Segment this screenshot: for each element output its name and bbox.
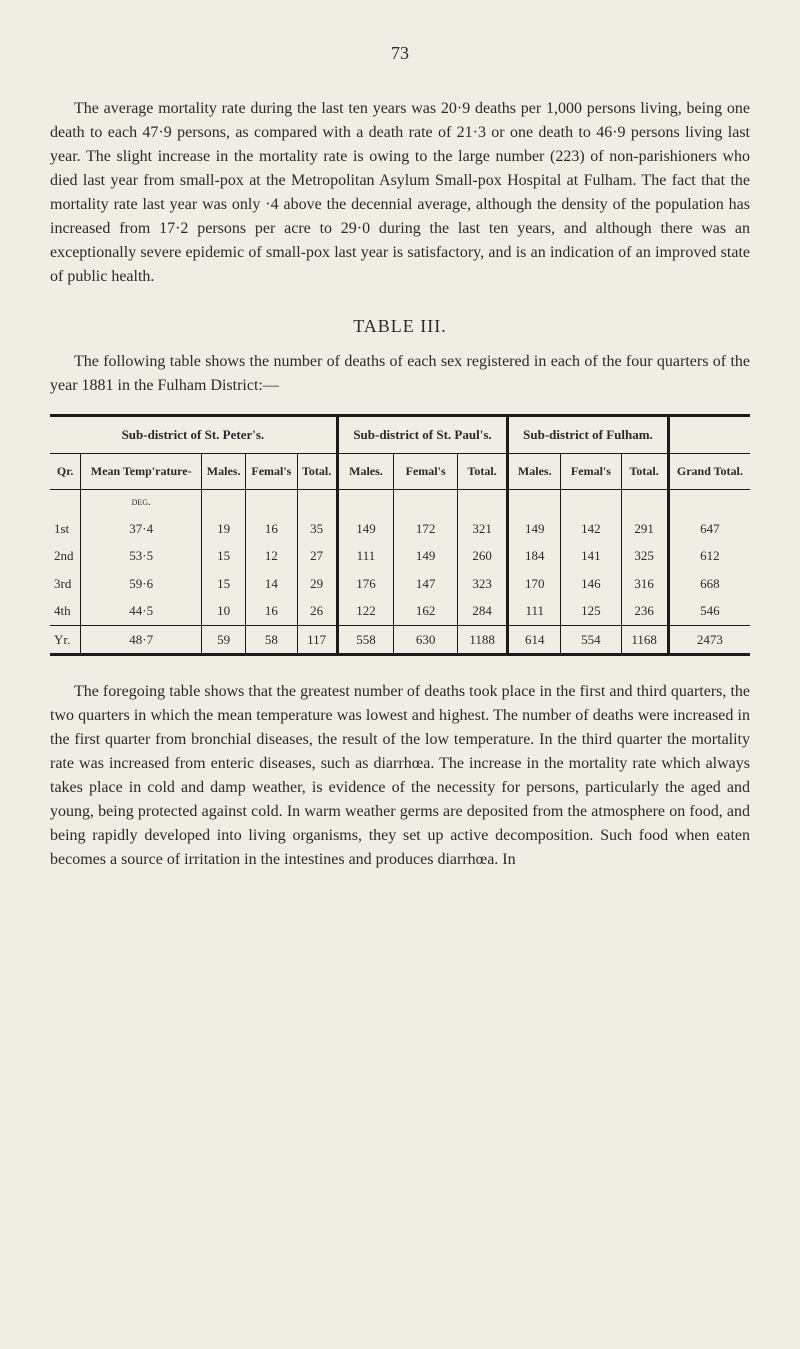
cell-value: 111 xyxy=(508,597,561,625)
cell-value: 12 xyxy=(246,542,297,570)
page-number: 73 xyxy=(50,40,750,67)
cell-value: 16 xyxy=(246,515,297,543)
cell-value: 149 xyxy=(337,515,393,543)
cell-qr: 3rd xyxy=(50,570,81,598)
mortality-table: Sub-district of St. Peter's. Sub-distric… xyxy=(50,414,750,656)
col-pauls-males: Males. xyxy=(337,453,393,490)
cell-value: 162 xyxy=(394,597,458,625)
table-row: 3rd 59·6 15 14 29 176 147 323 170 146 31… xyxy=(50,570,750,598)
col-pauls-females: Femal's xyxy=(394,453,458,490)
cell-temp: 37·4 xyxy=(81,515,202,543)
cell-grand: 612 xyxy=(668,542,750,570)
cell-value: 111 xyxy=(337,542,393,570)
col-temp: Mean Temp'r­ature- xyxy=(81,453,202,490)
cell-value: 147 xyxy=(394,570,458,598)
col-pauls-total: Total. xyxy=(458,453,508,490)
cell-value: 176 xyxy=(337,570,393,598)
cell-value: 325 xyxy=(621,542,668,570)
group-header-peters: Sub-district of St. Peter's. xyxy=(50,416,337,454)
cell-value: 27 xyxy=(297,542,337,570)
cell-value: 558 xyxy=(337,625,393,655)
col-fulham-total: Total. xyxy=(621,453,668,490)
cell-qr: 1st xyxy=(50,515,81,543)
cell-value: 15 xyxy=(202,570,246,598)
cell-value: 149 xyxy=(508,515,561,543)
cell-temp: 44·5 xyxy=(81,597,202,625)
cell-value: 614 xyxy=(508,625,561,655)
col-grand-total: Grand Total. xyxy=(668,453,750,490)
cell-value: 10 xyxy=(202,597,246,625)
cell-grand: 2473 xyxy=(668,625,750,655)
cell-value: 142 xyxy=(561,515,621,543)
col-peters-total: Total. xyxy=(297,453,337,490)
table-row: 2nd 53·5 15 12 27 111 149 260 184 141 32… xyxy=(50,542,750,570)
cell-grand: 546 xyxy=(668,597,750,625)
col-fulham-females: Femal's xyxy=(561,453,621,490)
cell-value: 260 xyxy=(458,542,508,570)
cell-value: 170 xyxy=(508,570,561,598)
group-header-fulham: Sub-district of Fulham. xyxy=(508,416,669,454)
col-fulham-males: Males. xyxy=(508,453,561,490)
cell-value: 15 xyxy=(202,542,246,570)
cell-qr: 2nd xyxy=(50,542,81,570)
cell-value: 14 xyxy=(246,570,297,598)
cell-value: 184 xyxy=(508,542,561,570)
table-row: 4th 44·5 10 16 26 122 162 284 111 125 23… xyxy=(50,597,750,625)
cell-value: 29 xyxy=(297,570,337,598)
cell-qr: 4th xyxy=(50,597,81,625)
cell-value: 122 xyxy=(337,597,393,625)
cell-value: 1188 xyxy=(458,625,508,655)
cell-value: 149 xyxy=(394,542,458,570)
cell-value: 321 xyxy=(458,515,508,543)
cell-value: 172 xyxy=(394,515,458,543)
cell-value: 59 xyxy=(202,625,246,655)
cell-value: 16 xyxy=(246,597,297,625)
cell-value: 1168 xyxy=(621,625,668,655)
table-intro: The following table shows the number of … xyxy=(50,350,750,398)
paragraph-1: The average mortality rate during the la… xyxy=(50,97,750,289)
cell-temp: 48·7 xyxy=(81,625,202,655)
cell-value: 58 xyxy=(246,625,297,655)
paragraph-2: The foregoing table shows that the great… xyxy=(50,680,750,872)
col-qr: Qr. xyxy=(50,453,81,490)
cell-value: 19 xyxy=(202,515,246,543)
cell-value: 125 xyxy=(561,597,621,625)
cell-value: 26 xyxy=(297,597,337,625)
cell-value: 284 xyxy=(458,597,508,625)
cell-value: 117 xyxy=(297,625,337,655)
cell-temp: 53·5 xyxy=(81,542,202,570)
group-header-pauls: Sub-district of St. Paul's. xyxy=(337,416,507,454)
table-row: 1st 37·4 19 16 35 149 172 321 149 142 29… xyxy=(50,515,750,543)
cell-value: 291 xyxy=(621,515,668,543)
deg-label: deg. xyxy=(81,490,202,515)
cell-value: 323 xyxy=(458,570,508,598)
cell-value: 630 xyxy=(394,625,458,655)
cell-value: 554 xyxy=(561,625,621,655)
cell-value: 236 xyxy=(621,597,668,625)
cell-grand: 668 xyxy=(668,570,750,598)
cell-grand: 647 xyxy=(668,515,750,543)
cell-temp: 59·6 xyxy=(81,570,202,598)
col-peters-males: Males. xyxy=(202,453,246,490)
table-row-year: Yr. 48·7 59 58 117 558 630 1188 614 554 … xyxy=(50,625,750,655)
cell-value: 35 xyxy=(297,515,337,543)
table-title: TABLE III. xyxy=(50,313,750,340)
cell-qr: Yr. xyxy=(50,625,81,655)
cell-value: 146 xyxy=(561,570,621,598)
cell-value: 316 xyxy=(621,570,668,598)
cell-value: 141 xyxy=(561,542,621,570)
group-header-blank xyxy=(668,416,750,454)
col-peters-females: Femal's xyxy=(246,453,297,490)
